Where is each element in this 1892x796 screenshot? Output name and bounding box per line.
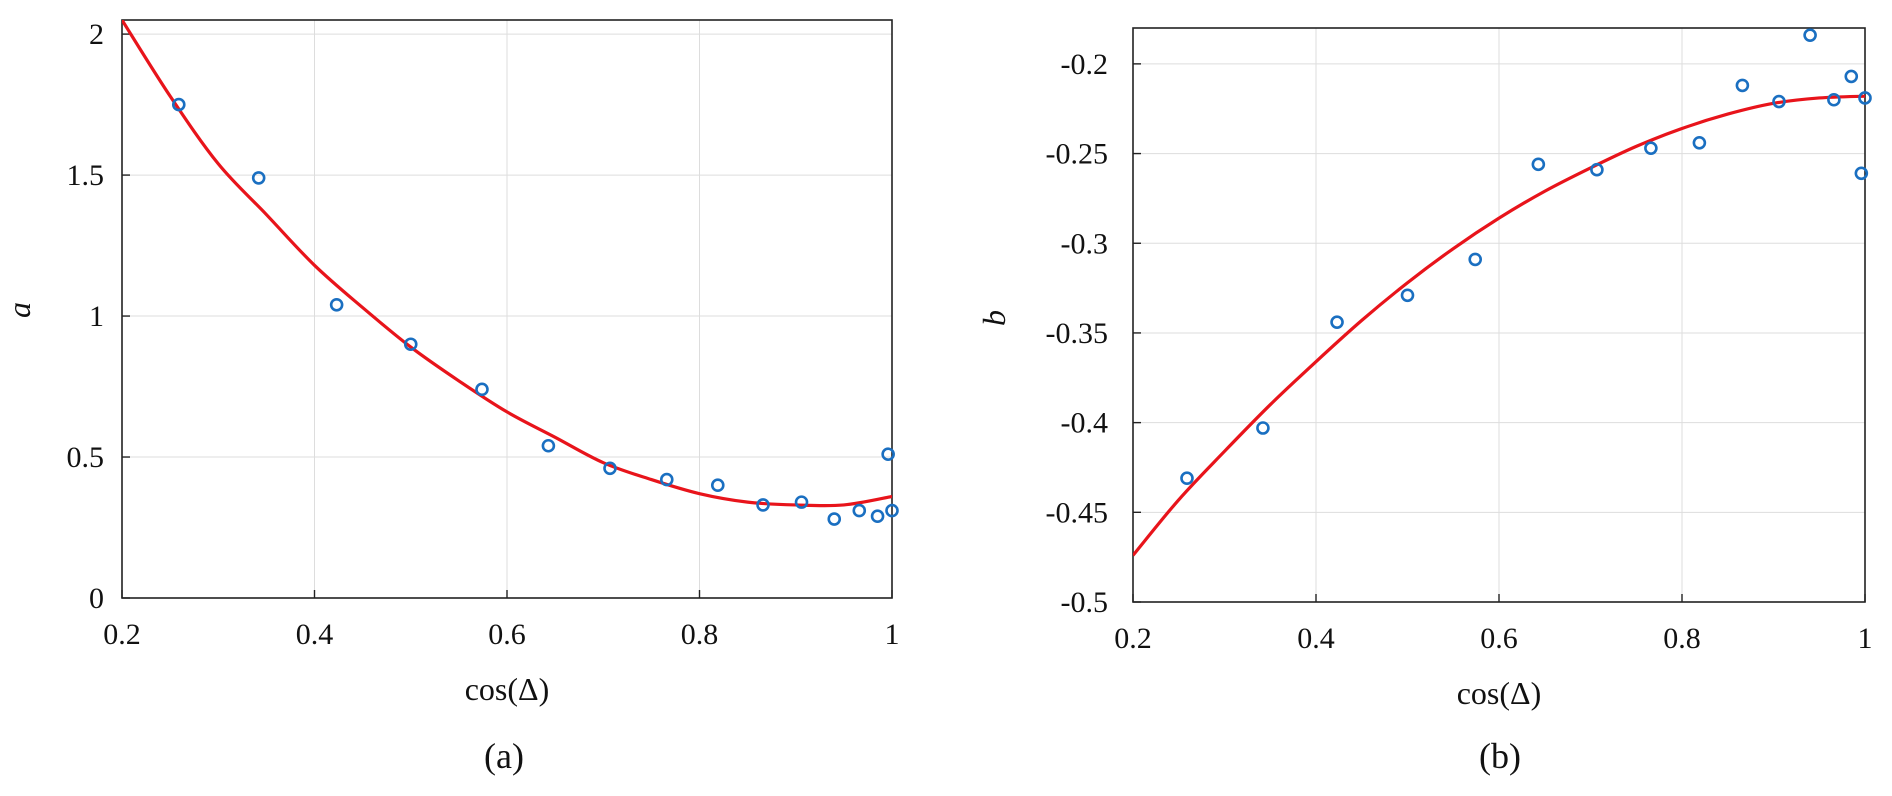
chart-a-ytick-label: 1 bbox=[89, 300, 104, 333]
chart-b-data-point bbox=[1772, 94, 1786, 109]
chart-b-ytick-label: -0.45 bbox=[1046, 496, 1109, 529]
chart-b-data-point bbox=[1590, 162, 1604, 177]
chart-a-xtick-label: 0.4 bbox=[296, 618, 334, 651]
chart-a-fit-curve bbox=[122, 20, 892, 508]
chart-b-ytick-label: -0.4 bbox=[1061, 407, 1109, 440]
chart-a-xtick-label: 0.6 bbox=[488, 618, 526, 651]
chart-b-ytick-label: -0.25 bbox=[1046, 138, 1109, 171]
chart-b-data-point bbox=[1854, 166, 1869, 181]
chart-b-caption: (b) bbox=[1479, 736, 1521, 776]
chart-a-data-point bbox=[403, 337, 418, 352]
chart-a-data-point bbox=[756, 498, 770, 512]
chart-a-data-point bbox=[475, 382, 489, 397]
chart-a-xtick-label: 1 bbox=[885, 618, 900, 651]
chart-b-data-point bbox=[1735, 78, 1750, 93]
chart-b-ytick-label: -0.3 bbox=[1061, 227, 1109, 260]
chart-b-ytick-label: -0.2 bbox=[1061, 48, 1109, 81]
chart-a-xtick-label: 0.8 bbox=[681, 618, 719, 651]
chart-b-data-point bbox=[1692, 136, 1707, 150]
chart-a-data-point bbox=[852, 503, 867, 518]
chart-b-xtick-label: 1 bbox=[1858, 622, 1873, 655]
chart-a: 0.2 0.4 0.6 0.8 1 0 0.5 1 1.5 2 cos(Δ) a (a) bbox=[1, 18, 900, 776]
chart-a-data-point bbox=[827, 512, 842, 526]
chart-b-ytick-label: -0.5 bbox=[1061, 586, 1109, 619]
chart-b-data-point bbox=[1256, 421, 1270, 435]
chart-b-data-point bbox=[1844, 69, 1859, 84]
chart-a-data-point bbox=[329, 297, 344, 312]
chart-a-ytick-label: 0 bbox=[89, 582, 104, 615]
chart-a-ylabel: a bbox=[1, 302, 37, 318]
chart-a-data-point bbox=[881, 447, 895, 462]
chart-b-data-point bbox=[1330, 315, 1344, 329]
chart-a-xtick-label: 0.2 bbox=[103, 618, 141, 651]
chart-a-plot-area bbox=[122, 20, 892, 508]
chart-b-ylabel: b bbox=[976, 310, 1012, 326]
chart-b: 0.2 0.4 0.6 0.8 1 -0.5 -0.45 -0.4 -0.35 -0.3 -0.25… bbox=[976, 27, 1873, 776]
chart-a-data-point bbox=[885, 503, 899, 518]
chart-a-xlabel: cos(Δ) bbox=[465, 671, 550, 707]
chart-b-fit-curve bbox=[1133, 94, 1865, 557]
chart-a-ytick-label: 2 bbox=[89, 18, 104, 51]
chart-b-data-point bbox=[1180, 471, 1194, 486]
chart-a-caption: (a) bbox=[484, 736, 524, 776]
chart-b-xtick-label: 0.4 bbox=[1297, 622, 1335, 655]
chart-b-data-point bbox=[1531, 157, 1546, 172]
chart-a-ytick-label: 0.5 bbox=[67, 441, 105, 474]
chart-a-data-point bbox=[710, 478, 725, 493]
chart-b-xtick-label: 0.8 bbox=[1663, 622, 1701, 655]
chart-b-xtick-label: 0.6 bbox=[1480, 622, 1518, 655]
chart-a-data-point bbox=[171, 97, 186, 112]
chart-b-xtick-label: 0.2 bbox=[1114, 622, 1152, 655]
chart-b-data-point bbox=[1827, 92, 1841, 107]
chart-b-data-point bbox=[1858, 91, 1872, 105]
chart-b-xlabel: cos(Δ) bbox=[1457, 675, 1542, 711]
chart-b-data-point bbox=[1644, 141, 1658, 155]
chart-b-data-point bbox=[1803, 28, 1817, 42]
chart-a-data-point bbox=[251, 171, 266, 185]
chart-b-data-point bbox=[1468, 252, 1483, 267]
chart-a-data-point bbox=[794, 495, 809, 509]
chart-a-data-point bbox=[603, 461, 617, 476]
chart-a-data-point bbox=[659, 472, 674, 487]
chart-b-data-point bbox=[1400, 288, 1415, 303]
chart-b-ytick-label: -0.35 bbox=[1046, 317, 1109, 350]
chart-b-plot-area bbox=[1133, 94, 1865, 557]
chart-a-data-point bbox=[541, 438, 556, 453]
chart-a-ytick-label: 1.5 bbox=[67, 159, 105, 192]
chart-a-data-point bbox=[870, 509, 885, 524]
